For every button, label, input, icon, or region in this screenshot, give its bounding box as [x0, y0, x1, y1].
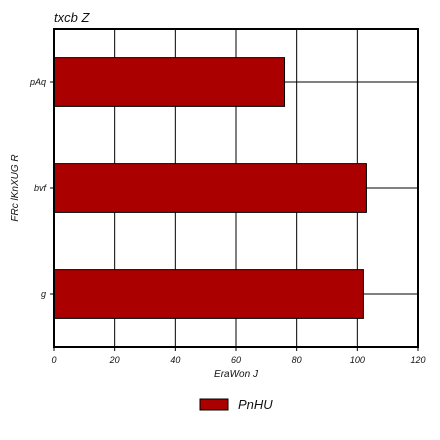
x-tick-label: 100 — [350, 355, 365, 365]
x-tick-label: 60 — [231, 355, 241, 365]
x-tick-label: 80 — [292, 355, 302, 365]
x-axis-label: EraWon J — [214, 369, 259, 380]
legend-label: PnHU — [238, 397, 273, 412]
x-tick-label: 40 — [170, 355, 180, 365]
bar-pAq — [53, 57, 286, 107]
bar-bvf — [53, 163, 367, 213]
y-tick-label: bvf — [34, 183, 48, 193]
legend: PnHU — [199, 397, 273, 412]
bars — [53, 57, 367, 319]
x-tick-label: 20 — [109, 355, 120, 365]
y-axis-ticks: pAq bvf g — [29, 77, 54, 299]
bar-g — [53, 269, 364, 319]
x-tick-label: 0 — [51, 355, 56, 365]
chart-title: txcb Z — [54, 10, 90, 25]
y-tick-label: pAq — [29, 77, 46, 87]
y-axis-label: FRc lKnXUG R — [10, 154, 21, 221]
y-tick-label: g — [41, 289, 46, 299]
x-axis-ticks: 0 20 40 60 80 100 120 — [51, 347, 426, 365]
legend-swatch — [199, 398, 229, 411]
x-tick-label: 120 — [410, 355, 425, 365]
